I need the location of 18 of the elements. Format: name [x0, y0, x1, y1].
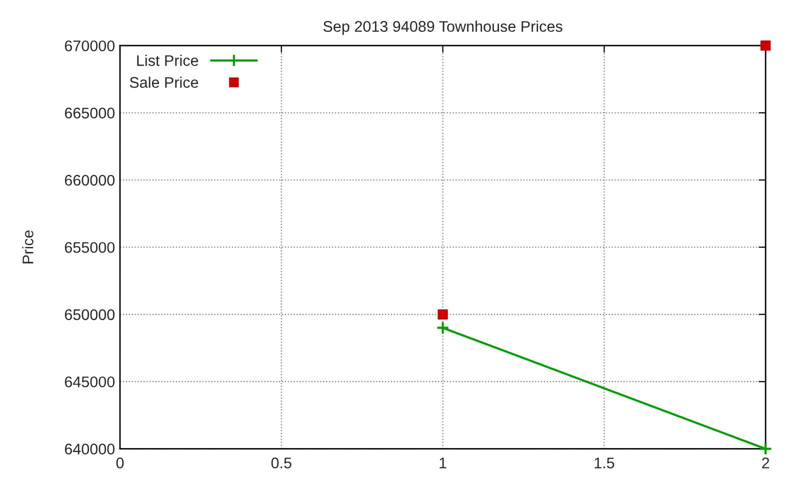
x-tick-label: 1.5	[594, 458, 614, 468]
x-tick-label: 0.5	[271, 458, 292, 468]
legend-label: Sale Price	[130, 76, 198, 88]
y-tick-label: 660000	[64, 174, 115, 186]
chart-title: Sep 2013 94089 Townhouse Prices	[323, 20, 562, 35]
point	[438, 309, 448, 320]
y-tick-label: 645000	[64, 376, 115, 388]
y-axis-title: Price	[22, 230, 34, 264]
point	[436, 321, 450, 334]
y-tick-label: 650000	[64, 309, 115, 320]
y-tick-label: 640000	[64, 444, 115, 454]
x-tick-label: 0	[116, 458, 124, 468]
y-tick-label: 665000	[64, 108, 115, 118]
x-tick-label: 1	[440, 458, 446, 468]
y-tick-label: 670000	[64, 40, 115, 52]
y-tick-label: 655000	[64, 242, 115, 253]
x-tick-label: 2	[762, 458, 770, 468]
legend-label: List Price	[137, 54, 198, 66]
